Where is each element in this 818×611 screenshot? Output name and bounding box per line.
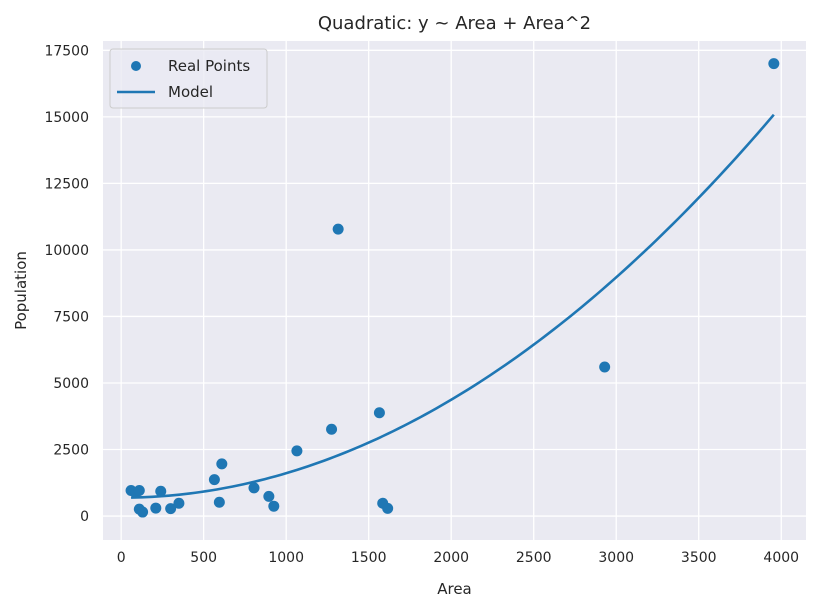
grid-lines <box>103 41 806 540</box>
series-layer <box>125 58 780 518</box>
legend-label-model: Model <box>168 83 213 101</box>
model-line <box>131 113 775 499</box>
data-point <box>382 502 394 514</box>
chart-title: Quadratic: y ~ Area + Area^2 <box>318 13 591 34</box>
data-point <box>326 423 338 435</box>
data-point <box>216 458 228 470</box>
data-point <box>150 502 162 514</box>
y-tick-label: 10000 <box>44 243 89 259</box>
data-point <box>332 223 344 235</box>
data-point <box>208 474 220 486</box>
data-point <box>155 485 167 497</box>
y-tick-label: 0 <box>80 509 89 525</box>
y-axis-label: Population <box>12 251 30 330</box>
x-tick-label: 1500 <box>351 550 387 566</box>
y-tick-label: 5000 <box>53 376 89 392</box>
data-point <box>599 361 611 373</box>
x-tick-label: 1000 <box>268 550 304 566</box>
tick-labels: 0 500 1000 1500 2000 2500 3000 3500 4000 0 2500 500… <box>44 43 799 566</box>
x-tick-label: 2000 <box>433 550 469 566</box>
legend-marker-real-points <box>131 61 141 71</box>
data-point <box>268 500 280 512</box>
data-point <box>263 490 275 502</box>
y-tick-label: 15000 <box>44 110 89 126</box>
x-tick-label: 4000 <box>763 550 799 566</box>
legend-label-real-points: Real Points <box>168 57 250 75</box>
x-tick-label: 500 <box>190 550 217 566</box>
y-tick-label: 12500 <box>44 176 89 192</box>
y-tick-label: 2500 <box>53 443 89 459</box>
x-tick-label: 3000 <box>598 550 634 566</box>
plot-area <box>103 41 806 540</box>
data-point <box>373 407 385 419</box>
x-tick-label: 0 <box>117 550 126 566</box>
y-tick-label: 7500 <box>53 309 89 325</box>
x-tick-label: 3500 <box>681 550 717 566</box>
data-point <box>213 496 225 508</box>
y-tick-label: 17500 <box>44 43 89 59</box>
data-point <box>173 497 185 509</box>
data-point <box>248 482 260 494</box>
data-point <box>165 503 177 515</box>
x-axis-label: Area <box>437 580 472 598</box>
x-tick-label: 2500 <box>516 550 552 566</box>
legend: Real Points Model <box>109 48 268 109</box>
data-point <box>768 58 780 70</box>
data-point <box>291 445 303 457</box>
data-point <box>133 484 145 496</box>
data-point <box>137 506 149 518</box>
